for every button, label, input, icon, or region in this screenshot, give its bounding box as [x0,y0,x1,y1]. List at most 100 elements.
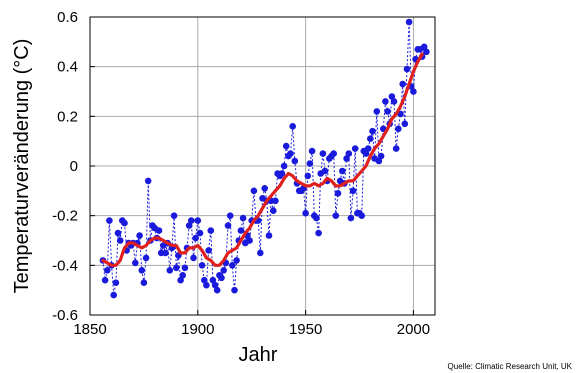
annual-data-point [332,212,340,219]
annual-data-point [347,214,355,222]
annual-data-point [339,167,346,175]
annual-data-point [420,43,428,51]
annual-data-point [382,98,389,105]
annual-data-point [121,219,128,227]
annual-data-point [291,157,299,165]
annual-data-point [185,222,193,229]
annual-data-point [203,281,210,289]
annual-data-point [116,237,124,244]
annual-data-point [142,254,150,262]
annual-data-point [410,88,417,95]
annual-data-point [166,267,174,274]
annual-data-point [287,150,294,157]
annual-data-point [351,145,359,152]
annual-data-point [272,197,279,205]
annual-data-point [110,291,117,299]
annual-data-point [403,65,411,73]
annual-data-point [319,150,327,157]
annual-data-point [308,147,316,155]
annual-data-point [155,227,163,234]
annual-data-point [201,276,208,284]
annual-data-point [192,234,199,242]
annual-data-point [196,229,204,237]
annual-data-point [392,145,400,152]
annual-data-point [136,232,143,239]
annual-data-point [345,150,353,157]
annual-data-point [162,249,169,257]
annual-series [99,18,430,299]
annual-data-point [218,274,225,282]
annual-data-point [132,259,139,267]
annual-data-point [261,185,269,192]
annual-data-point [362,150,370,157]
annual-data-point [138,267,146,274]
annual-data-point [364,145,372,152]
y-tick-label: -0.6 [52,307,78,324]
annual-data-point [213,286,221,294]
axis-ticks: 1850 1900 1950 2000 -0.6 -0.4 -0.2 0 0.2 0.4 0.6 [52,9,430,338]
y-tick-label: -0.2 [52,208,78,225]
annual-data-point [181,264,189,272]
annual-data-point [358,212,366,219]
x-tick-label: 2000 [397,321,430,338]
annual-data-point [188,217,195,224]
annual-data-point [270,207,277,214]
annual-data-point [144,177,152,185]
annual-data-point [198,262,206,269]
x-tick-label: 1900 [181,321,214,338]
annual-data-point [112,279,120,287]
annual-data-point [302,209,309,217]
annual-data-point [334,190,342,197]
annual-data-point [265,232,273,239]
x-axis-title: Jahr [239,344,278,366]
annual-data-point [246,237,253,244]
annual-data-point [321,167,329,175]
annual-data-point [399,80,407,88]
annual-data-point [194,217,202,224]
annual-data-point [423,48,430,56]
annual-data-point [140,279,148,287]
x-tick-label: 1950 [289,321,322,338]
annual-data-point [282,142,290,150]
annual-data-point [401,120,409,128]
annual-data-point [373,108,381,115]
annual-data-point [377,152,385,160]
annual-data-point [114,229,122,237]
annual-data-point [170,212,178,219]
annual-data-point [237,227,245,234]
annual-data-point [104,267,111,274]
x-tick-label: 1850 [73,321,106,338]
annual-data-point [280,162,288,170]
annual-data-point [233,257,240,264]
annual-data-point [205,247,212,254]
annual-data-point [367,135,374,142]
annual-data-point [207,227,215,234]
annual-data-point [224,222,232,229]
annual-data-point [384,108,391,115]
annual-data-point [390,98,398,105]
annual-data-point [106,217,113,224]
annual-data-point [220,267,227,274]
source-note: Quelle: Climatic Research Unit, UK [448,362,573,371]
annual-data-point [179,272,186,279]
y-tick-label: -0.4 [52,257,78,274]
annual-data-point [278,170,286,177]
annual-data-point [211,281,219,289]
y-tick-label: 0.4 [57,59,78,76]
annual-data-point [349,187,357,195]
annual-data-point [231,286,238,294]
annual-data-point [369,127,376,135]
annual-data-point [330,150,338,157]
annual-data-point [250,187,258,195]
annual-data-point [229,262,236,269]
annual-data-point [209,276,217,284]
y-tick-label: 0.2 [57,108,78,125]
annual-data-point [313,214,320,222]
y-axis-title: Temperaturveränderung (°C) [11,39,33,294]
annual-data-point [239,214,247,222]
annual-data-point [306,160,314,167]
y-tick-label: 0 [70,158,78,175]
annual-data-point [226,212,234,219]
annual-data-point [257,249,264,257]
